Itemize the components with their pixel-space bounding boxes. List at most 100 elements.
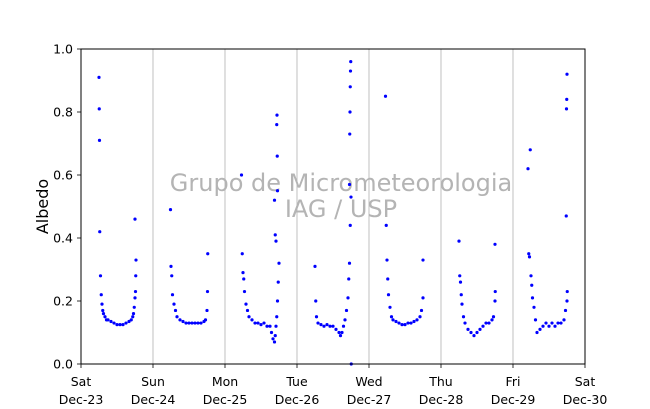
data-point — [421, 258, 425, 262]
data-point — [564, 107, 569, 111]
data-point — [418, 315, 422, 319]
data-point — [275, 113, 279, 117]
data-point — [526, 167, 530, 171]
y-tick-label: 1.0 — [53, 42, 73, 57]
data-point — [97, 75, 101, 79]
data-point — [348, 69, 353, 73]
data-point — [277, 261, 281, 265]
x-tick-label-day: Fri — [506, 374, 521, 389]
data-point — [334, 327, 338, 331]
data-point — [187, 321, 191, 325]
data-point — [109, 319, 113, 324]
data-point — [190, 321, 194, 325]
y-tick-label: 0.2 — [53, 294, 73, 309]
data-point — [203, 318, 208, 322]
data-point — [386, 277, 390, 281]
data-point — [170, 274, 174, 278]
y-axis: 0.0 0.2 0.4 0.6 0.8 1.0 — [53, 42, 81, 372]
data-point — [103, 315, 107, 319]
data-point — [384, 223, 388, 227]
data-point — [274, 239, 278, 243]
data-point — [347, 277, 351, 281]
data-point — [391, 318, 395, 322]
data-point — [169, 264, 173, 268]
data-point — [550, 321, 554, 325]
data-point — [466, 327, 470, 331]
data-point — [196, 321, 200, 325]
data-point — [172, 302, 176, 306]
data-point — [268, 324, 272, 328]
data-point — [394, 319, 398, 324]
data-point — [385, 258, 389, 262]
data-point — [541, 324, 545, 328]
data-point — [118, 323, 122, 327]
data-point — [272, 340, 277, 344]
data-point — [564, 214, 568, 218]
data-point — [205, 289, 210, 294]
data-point — [348, 110, 352, 114]
data-point — [242, 289, 247, 294]
data-point — [250, 318, 254, 322]
data-point — [349, 195, 353, 199]
data-point — [419, 308, 424, 313]
data-point — [101, 308, 105, 313]
data-point — [337, 330, 341, 335]
data-point — [459, 293, 463, 297]
data-point — [275, 154, 279, 158]
data-point — [562, 318, 566, 322]
data-point — [199, 321, 203, 325]
data-point — [530, 283, 534, 287]
data-point — [389, 315, 394, 319]
data-point — [347, 261, 352, 265]
data-point — [184, 321, 188, 325]
data-point — [544, 321, 548, 325]
data-point — [458, 274, 462, 278]
data-point — [173, 308, 178, 313]
data-point — [175, 315, 179, 319]
data-point — [239, 173, 244, 177]
y-tick-label: 0.0 — [53, 357, 73, 372]
data-point — [275, 123, 279, 127]
data-point — [533, 318, 538, 322]
data-point — [134, 258, 138, 262]
data-point — [412, 319, 416, 324]
data-point — [406, 321, 410, 325]
data-point — [133, 289, 138, 294]
data-point — [493, 242, 497, 246]
data-point — [341, 324, 346, 328]
data-point — [565, 289, 569, 294]
data-point — [346, 296, 350, 300]
data-point — [484, 321, 488, 325]
data-point — [563, 308, 568, 313]
data-point — [245, 308, 250, 313]
x-tick-label-date: Dec-27 — [347, 392, 392, 407]
data-point — [127, 319, 131, 324]
data-point — [181, 319, 185, 324]
data-point — [168, 208, 173, 212]
data-point — [529, 274, 533, 278]
data-point — [241, 271, 245, 275]
data-point — [409, 321, 413, 325]
data-point — [314, 299, 318, 303]
data-point — [274, 324, 278, 328]
data-point — [247, 315, 251, 319]
data-point — [322, 324, 326, 328]
data-point — [490, 318, 494, 322]
data-point — [115, 323, 119, 327]
x-tick-label-day: Thu — [428, 374, 452, 389]
data-point — [463, 321, 467, 325]
data-point — [388, 305, 392, 309]
data-point — [98, 230, 102, 234]
data-point — [98, 274, 103, 278]
x-tick-label-day: Sat — [575, 374, 596, 389]
data-point — [421, 296, 425, 300]
data-point — [472, 334, 476, 338]
data-point — [314, 315, 319, 319]
data-point — [461, 315, 466, 319]
x-tick-label-date: Dec-23 — [59, 392, 104, 407]
data-point — [106, 318, 110, 322]
data-point — [272, 198, 277, 202]
data-point — [565, 72, 569, 76]
data-point — [325, 323, 329, 327]
